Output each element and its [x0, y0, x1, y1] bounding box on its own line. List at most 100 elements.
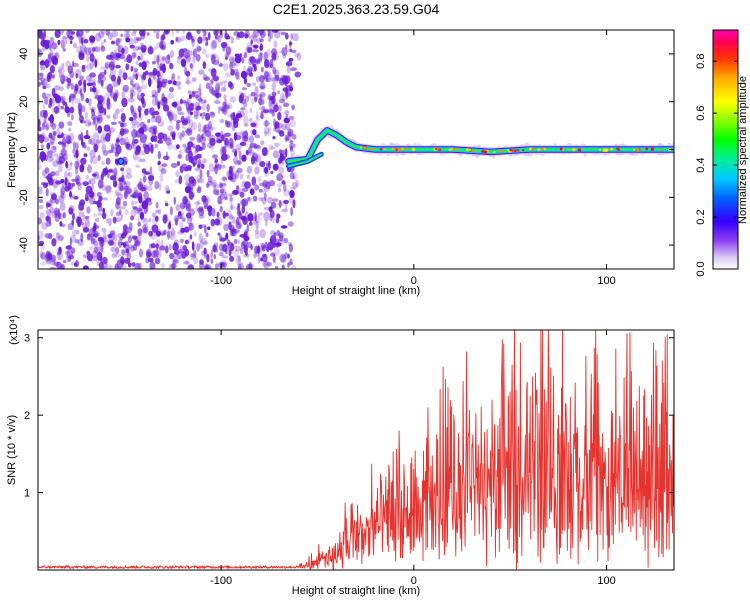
noise-speck: [234, 245, 241, 252]
noise-speck: [274, 265, 279, 269]
noise-speck: [220, 182, 227, 187]
noise-speck: [273, 40, 278, 48]
noise-speck: [236, 217, 240, 225]
noise-speck: [59, 202, 66, 211]
noise-speck: [253, 38, 258, 43]
noise-speck: [58, 194, 65, 204]
noise-speck: [244, 181, 251, 189]
noise-speck: [219, 118, 225, 124]
noise-speck: [45, 257, 51, 265]
noise-speck: [238, 263, 242, 269]
noise-speck: [241, 56, 245, 64]
noise-speck: [231, 216, 236, 220]
noise-speck: [149, 261, 156, 269]
noise-speck: [48, 215, 52, 225]
noise-speck: [178, 112, 185, 116]
snr-x-tick-labels: -100 0 100: [210, 575, 616, 587]
noise-speck: [96, 114, 103, 124]
noise-speck: [278, 199, 282, 209]
noise-speck: [117, 38, 123, 43]
noise-speck: [243, 136, 249, 142]
noise-speck: [42, 121, 48, 128]
noise-speck: [84, 192, 89, 202]
noise-speck: [38, 30, 43, 39]
noise-speck: [45, 208, 52, 217]
noise-speck: [134, 45, 142, 51]
noise-speck: [137, 46, 142, 50]
noise-speck: [130, 105, 134, 115]
noise-speck: [102, 167, 109, 176]
noise-speck: [269, 58, 274, 69]
noise-speck: [85, 215, 90, 220]
noise-speck: [148, 230, 154, 237]
signal-hotspot: [401, 147, 404, 150]
noise-speck: [96, 251, 103, 261]
noise-speck: [221, 176, 227, 181]
colorbar: 0.0 0.2 0.4 0.6 0.8 Normalized spectral …: [695, 29, 749, 277]
noise-speck: [142, 175, 147, 183]
noise-speck: [82, 181, 89, 187]
noise-speck: [51, 193, 57, 201]
noise-speck: [250, 244, 253, 251]
noise-speck: [101, 143, 107, 153]
noise-speck: [218, 81, 224, 87]
signal-hotspot: [616, 147, 620, 151]
noise-speck: [97, 73, 104, 80]
noise-speck: [88, 246, 94, 250]
noise-speck: [150, 243, 156, 249]
noise-speck: [223, 104, 230, 110]
noise-speck: [296, 52, 302, 61]
noise-speck: [175, 30, 180, 34]
noise-speck: [45, 201, 49, 209]
noise-speck: [190, 253, 194, 261]
noise-speck: [134, 262, 141, 269]
noise-speck: [40, 141, 44, 150]
noise-speck: [59, 192, 66, 199]
noise-speck: [153, 30, 160, 34]
noise-speck: [211, 86, 215, 96]
noise-speck: [252, 217, 257, 226]
noise-speck: [286, 128, 291, 137]
noise-speck: [137, 221, 142, 227]
noise-speck: [210, 258, 214, 265]
noise-speck: [102, 266, 106, 269]
noise-speck: [243, 236, 250, 241]
noise-speck: [131, 262, 136, 267]
noise-speck: [83, 153, 88, 158]
noise-speck: [115, 144, 122, 155]
noise-speck: [159, 245, 166, 251]
noise-speck: [45, 125, 49, 130]
noise-speck: [83, 46, 88, 55]
noise-speck: [129, 44, 135, 49]
noise-speck: [278, 232, 284, 239]
noise-speck: [66, 107, 71, 118]
noise-speck: [228, 138, 234, 147]
noise-speck: [100, 30, 106, 35]
noise-speck: [267, 196, 273, 204]
noise-speck: [248, 72, 253, 77]
noise-speck: [110, 208, 114, 217]
noise-speck: [60, 263, 65, 269]
noise-speck: [159, 232, 166, 236]
noise-speck: [97, 125, 103, 134]
noise-speck: [50, 196, 57, 204]
noise-speck: [152, 60, 156, 65]
noise-speck: [193, 109, 200, 117]
noise-speck: [196, 30, 201, 35]
noise-speck: [247, 152, 253, 156]
noise-speck: [270, 64, 273, 69]
noise-speck: [253, 44, 259, 49]
noise-speck: [176, 144, 180, 149]
noise-speck: [262, 75, 268, 80]
noise-speck: [291, 104, 295, 111]
noise-speck: [209, 111, 215, 116]
noise-speck: [93, 246, 99, 254]
noise-speck: [280, 31, 287, 36]
noise-speck: [130, 31, 137, 37]
noise-speck: [93, 143, 99, 153]
noise-speck: [113, 233, 118, 242]
noise-speck: [75, 149, 79, 159]
noise-speck: [258, 243, 264, 251]
noise-speck: [169, 206, 173, 216]
